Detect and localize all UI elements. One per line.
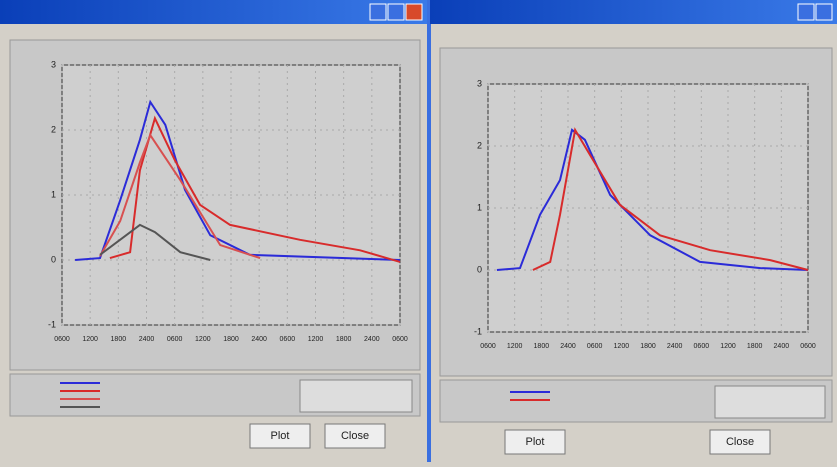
- x-tick-label: 0600: [480, 343, 496, 350]
- plot-button[interactable]: [249, 423, 311, 449]
- button-label: Plot: [271, 430, 290, 442]
- series-line: [496, 128, 809, 271]
- close-button[interactable]: [324, 423, 386, 449]
- x-tick-label: 1200: [614, 343, 630, 350]
- x-tick-label: 1800: [747, 343, 763, 350]
- y-tick-label: 1: [51, 189, 56, 199]
- plot-area: [487, 83, 809, 333]
- x-tick-label: 1200: [507, 343, 523, 350]
- y-tick-label: 0: [477, 264, 482, 274]
- x-tick-label: 0600: [280, 336, 296, 343]
- y-tick-label: -1: [48, 319, 56, 329]
- series-line: [75, 99, 401, 261]
- x-tick-label: 2400: [139, 336, 155, 343]
- close-window-button[interactable]: [405, 3, 423, 21]
- x-tick-label: 1800: [534, 343, 550, 350]
- x-tick-label: 0600: [800, 343, 816, 350]
- x-tick-label: 2400: [364, 336, 380, 343]
- title-bar: [430, 0, 837, 24]
- y-tick-label: 0: [51, 254, 56, 264]
- x-tick-label: 0600: [587, 343, 603, 350]
- x-tick-label: 2400: [667, 343, 683, 350]
- series-line: [109, 115, 401, 263]
- x-tick-label: 0600: [54, 336, 70, 343]
- x-tick-label: 1800: [111, 336, 127, 343]
- series-line: [532, 127, 809, 271]
- minimize-button[interactable]: [797, 3, 815, 21]
- x-tick-label: 1800: [640, 343, 656, 350]
- button-label: Close: [726, 436, 754, 448]
- x-tick-label: 1800: [223, 336, 239, 343]
- x-tick-label: 1200: [308, 336, 324, 343]
- series-line: [99, 223, 211, 261]
- x-tick-label: 1800: [336, 336, 352, 343]
- maximize-button[interactable]: [387, 3, 405, 21]
- y-tick-label: -1: [474, 326, 482, 336]
- info-box: [714, 385, 826, 419]
- title-bar: [0, 0, 428, 24]
- y-tick-label: 3: [477, 78, 482, 88]
- x-tick-label: 1200: [720, 343, 736, 350]
- plot-button[interactable]: [504, 429, 566, 455]
- y-tick-label: 2: [477, 140, 482, 150]
- minimize-button[interactable]: [369, 3, 387, 21]
- info-box: [299, 379, 413, 413]
- button-label: Close: [341, 430, 369, 442]
- x-tick-label: 0600: [167, 336, 183, 343]
- x-tick-label: 0600: [694, 343, 710, 350]
- series-line: [99, 133, 261, 260]
- close-button[interactable]: [709, 429, 771, 455]
- button-label: Plot: [526, 436, 545, 448]
- y-tick-label: 3: [51, 59, 56, 69]
- x-tick-label: 1200: [195, 336, 211, 343]
- x-tick-label: 2400: [560, 343, 576, 350]
- x-tick-label: 2400: [251, 336, 267, 343]
- x-tick-label: 0600: [392, 336, 408, 343]
- maximize-button[interactable]: [815, 3, 833, 21]
- x-tick-label: 1200: [82, 336, 98, 343]
- window-border: [427, 0, 431, 462]
- y-tick-label: 1: [477, 202, 482, 212]
- x-tick-label: 2400: [774, 343, 790, 350]
- y-tick-label: 2: [51, 124, 56, 134]
